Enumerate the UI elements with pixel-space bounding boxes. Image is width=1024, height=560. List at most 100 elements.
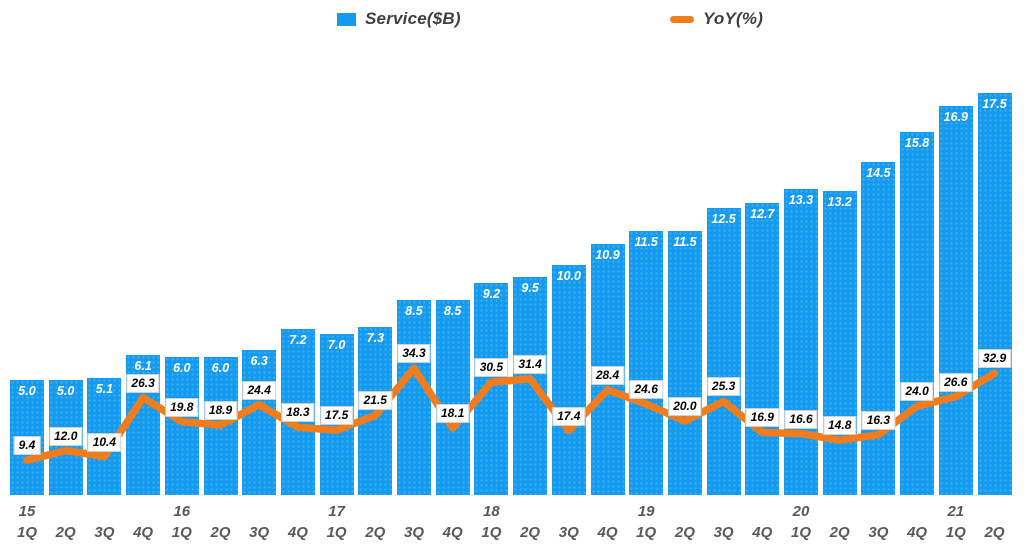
x-axis-year-label: 19 [637, 503, 655, 520]
yoy-value-label: 16.9 [745, 408, 779, 428]
x-axis-quarter-label: 2Q [984, 524, 1005, 541]
service-bar: 11.5 [629, 230, 664, 495]
x-axis-quarter-label: 3Q [558, 524, 579, 541]
bar-value-label: 11.5 [673, 234, 697, 249]
x-axis-year-label: 20 [792, 503, 810, 520]
x-axis-quarter-label: 1Q [790, 524, 812, 541]
yoy-value-label: 18.3 [281, 403, 315, 423]
x-axis-year-label: 15 [18, 503, 36, 520]
x-axis-quarter-label: 4Q [597, 524, 618, 541]
bar-value-label: 5.0 [56, 384, 75, 398]
x-axis-quarter-label: 2Q [210, 524, 231, 541]
service-bar: 15.8 [900, 131, 935, 495]
yoy-value-label: 14.8 [823, 416, 857, 436]
x-axis-quarter-label: 3Q [249, 524, 270, 541]
x-axis-quarter-label: 4Q [442, 524, 463, 541]
service-bar: 6.0 [203, 357, 238, 495]
yoy-value-label: 10.4 [87, 432, 122, 452]
bar-value-label: 10.9 [595, 248, 620, 263]
bar-value-label: 6.0 [211, 361, 230, 375]
yoy-value-label: 24.6 [629, 379, 663, 399]
bar-value-label: 6.0 [173, 361, 191, 375]
x-axis-quarter-label: 1Q [481, 524, 502, 541]
service-bar: 12.7 [745, 202, 780, 495]
x-axis-quarter-label: 1Q [326, 524, 347, 541]
service-bar: 8.5 [435, 299, 470, 495]
yoy-value-label: 32.9 [977, 349, 1012, 369]
service-bar: 13.2 [822, 191, 857, 495]
yoy-value-label: 30.5 [474, 358, 509, 378]
x-axis-year-label: 17 [328, 503, 345, 520]
x-axis-quarter-label: 3Q [868, 524, 889, 541]
bar-value-label: 13.3 [788, 193, 814, 208]
yoy-value-label: 26.3 [126, 373, 160, 393]
x-axis-quarter-label: 2Q [674, 524, 695, 541]
bar-value-label: 7.0 [327, 338, 346, 352]
x-axis-quarter-label: 3Q [713, 524, 734, 541]
yoy-value-label: 24.0 [900, 382, 934, 402]
service-bar: 14.5 [861, 161, 896, 495]
bar-value-label: 5.1 [95, 381, 114, 396]
bar-value-label: 8.5 [443, 303, 462, 318]
bar-value-label: 7.3 [366, 331, 384, 346]
service-bar: 6.0 [164, 357, 199, 495]
bar-value-label: 10.0 [556, 269, 581, 283]
bar-value-label: 16.9 [943, 110, 968, 125]
service-bar: 6.3 [242, 350, 277, 495]
legend-item-service: Service($B) [337, 9, 461, 29]
yoy-value-label: 20.0 [668, 397, 702, 416]
bar-value-label: 14.5 [866, 165, 891, 180]
x-axis-quarter-label: 2Q [55, 524, 76, 541]
bar-value-label: 9.2 [482, 287, 501, 302]
yoy-value-label: 34.3 [397, 344, 431, 364]
service-legend-label: Service($B) [365, 9, 461, 28]
bar-value-label: 6.3 [250, 354, 268, 369]
yoy-value-label: 31.4 [513, 354, 547, 374]
yoy-value-label: 24.4 [242, 380, 276, 400]
yoy-value-label: 17.5 [319, 406, 354, 426]
service-bar: 17.5 [977, 92, 1012, 495]
x-axis-quarter-label: 3Q [94, 524, 115, 541]
x-axis-quarter-label: 4Q [907, 524, 928, 541]
x-axis-year-label: 16 [173, 503, 191, 520]
x-axis-quarter-label: 1Q [171, 524, 192, 541]
bar-value-label: 12.7 [750, 206, 775, 221]
service-bar: 16.9 [938, 106, 973, 495]
yoy-value-label: 26.6 [939, 372, 973, 392]
yoy-value-label: 19.8 [165, 397, 199, 417]
legend-item-yoy: YoY(%) [670, 9, 763, 29]
x-axis-quarter-label: 1Q [636, 524, 657, 541]
bar-value-label: 11.5 [634, 234, 658, 249]
yoy-legend-swatch [670, 15, 694, 23]
x-axis-quarter-label: 4Q [133, 524, 154, 541]
service-bar: 8.5 [397, 299, 431, 495]
service-bar: 13.3 [784, 189, 818, 495]
yoy-value-label: 21.5 [358, 391, 392, 411]
x-axis-quarter-label: 2Q [365, 524, 386, 541]
service-bar: 10.0 [551, 265, 586, 495]
bar-value-label: 5.0 [18, 384, 36, 398]
yoy-value-label: 28.4 [590, 365, 625, 385]
x-axis-quarter-label: 4Q [287, 524, 308, 541]
bar-value-label: 9.5 [521, 280, 539, 295]
service-bar: 11.5 [667, 230, 702, 495]
yoy-value-label: 17.4 [552, 406, 586, 426]
bar-value-label: 7.2 [289, 333, 307, 348]
x-axis-quarter-label: 1Q [945, 524, 966, 541]
x-axis-quarter-label: 1Q [16, 524, 38, 541]
x-axis-year-label: 21 [947, 503, 965, 520]
service-bar: 9.2 [474, 283, 509, 495]
yoy-value-label: 18.9 [203, 401, 238, 421]
yoy-value-label: 16.3 [861, 410, 896, 430]
service-legend-swatch [337, 12, 356, 26]
bar-value-label: 15.8 [904, 135, 930, 150]
bar-value-label: 12.5 [711, 211, 736, 226]
yoy-value-label: 12.0 [49, 426, 83, 446]
yoy-legend-label: YoY(%) [703, 9, 764, 28]
bar-value-label: 6.1 [134, 358, 152, 373]
x-axis-quarter-label: 3Q [403, 524, 425, 541]
bar-value-label: 17.5 [982, 96, 1007, 111]
